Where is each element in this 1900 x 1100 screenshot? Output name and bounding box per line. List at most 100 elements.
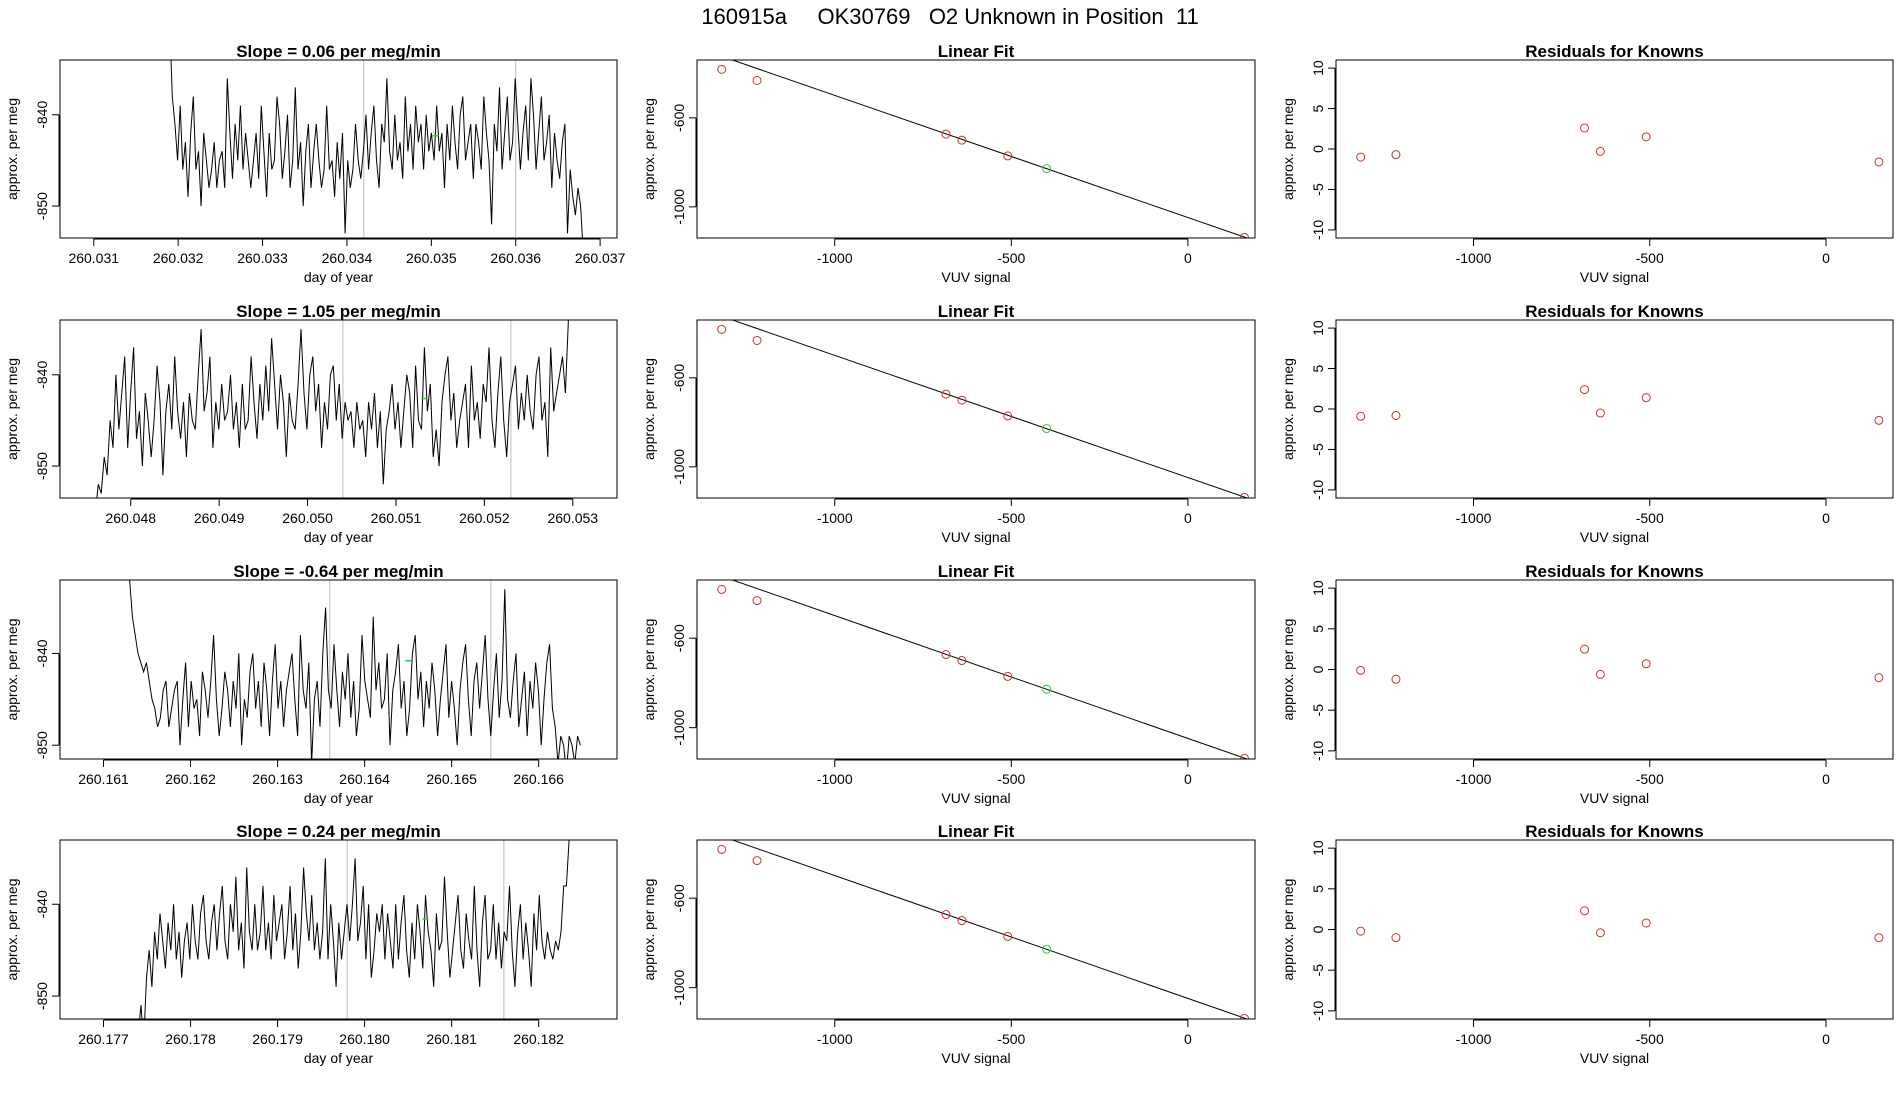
x-axis-label: VUV signal [1580,790,1649,806]
x-tick-label: 260.034 [322,250,373,266]
chart-title: Linear Fit [938,822,1015,841]
chart-title: Linear Fit [938,562,1015,581]
known-point [1595,146,1605,156]
known-point [1580,906,1590,916]
known-point [1239,492,1249,498]
chart-title: Slope = -0.64 per meg/min [233,562,443,581]
chart-3-1: Linear Fit -1000 -500 0 VUV signal -600 -1000 a… [641,822,1256,1066]
signal-series-line [170,60,583,238]
x-tick-label: -1000 [817,250,853,266]
y-tick-label: 5 [1310,885,1326,893]
plot-area [170,60,583,238]
plot-frame-top [59,579,618,760]
y-axis-label: approx. per meg [1280,98,1296,200]
x-tick-label: -500 [997,771,1025,787]
known-point [1003,671,1013,681]
y-tick-label: -1000 [671,710,687,746]
chart-3-0: Slope = 0.24 per meg/min 260.177 260.178 26… [4,822,618,1066]
y-axis-label: approx. per meg [641,879,657,981]
known-point [1595,408,1605,418]
y-tick-label: 10 [1310,320,1326,336]
y-tick-label: 10 [1310,60,1326,76]
plot-frame-top [1335,579,1894,760]
y-axis-label: approx. per meg [1280,619,1296,721]
y-axis-label: approx. per meg [4,879,20,981]
x-tick-label: -1000 [1456,250,1492,266]
plot-area [1356,906,1884,943]
known-point [717,844,727,854]
y-tick-label: -850 [34,452,50,480]
y-tick-label: 5 [1310,104,1326,112]
y-tick-label: -5 [1310,183,1326,196]
fit-line [730,320,1249,498]
y-tick-label: 0 [1310,405,1326,413]
x-tick-label: -1000 [817,771,853,787]
plot-area [717,60,1249,238]
known-point [957,656,967,666]
plot-frame [59,319,618,499]
plot-area [96,320,569,498]
x-tick-label: 260.162 [165,771,216,787]
known-point [1391,933,1401,943]
plot-area [717,320,1249,498]
y-tick-label: -5 [1310,704,1326,717]
signal-series-line [139,840,570,1019]
chart-title: Residuals for Knowns [1525,822,1704,841]
fit-line [730,580,1249,759]
known-point [1641,918,1651,928]
x-tick-label: -500 [997,510,1025,526]
y-tick-label: 5 [1310,364,1326,372]
known-point [1356,926,1366,936]
y-tick-label: -840 [34,639,50,667]
unknown-point [1042,424,1052,434]
known-point [1595,669,1605,679]
plot-frame-top [696,839,1256,1020]
x-axis-label: VUV signal [941,269,1010,285]
plot-frame-top [1335,839,1894,1020]
chart-0-1: Linear Fit -1000 -500 0 VUV signal -600 -1000 a… [641,42,1256,285]
known-point [1874,673,1884,683]
known-point [1003,931,1013,941]
known-point [1356,152,1366,162]
chart-2-0: Slope = -0.64 per meg/min 260.161 260.162 2… [4,562,618,806]
x-axis-label: VUV signal [941,529,1010,545]
known-point [957,395,967,405]
x-axis-label: VUV signal [1580,529,1649,545]
y-tick-label: 0 [1310,145,1326,153]
y-axis-label: approx. per meg [4,358,20,460]
x-tick-label: -500 [1636,1031,1664,1047]
y-tick-label: 0 [1310,665,1326,673]
x-tick-label: 0 [1822,1031,1830,1047]
known-point [1356,665,1366,675]
y-tick-label: -850 [34,192,50,220]
known-point [1580,644,1590,654]
plot-frame-top [59,319,618,499]
plot-area [1356,644,1884,684]
known-point [1595,928,1605,938]
x-tick-label: 260.052 [459,510,510,526]
known-point [1239,232,1249,238]
known-point [717,324,727,334]
chart-title: Linear Fit [938,42,1015,61]
known-point [1580,123,1590,133]
y-axis-label: approx. per meg [4,98,20,200]
fit-line [730,840,1249,1019]
known-point [1239,1013,1249,1019]
chart-title: Slope = 1.05 per meg/min [236,302,441,321]
x-tick-label: -1000 [1456,771,1492,787]
x-tick-label: -1000 [817,510,853,526]
x-tick-label: 260.035 [406,250,457,266]
y-tick-label: -600 [671,884,687,912]
x-tick-label: -500 [997,1031,1025,1047]
known-point [1874,157,1884,167]
plot-frame [59,579,618,760]
known-point [1874,933,1884,943]
y-axis-label: approx. per meg [641,358,657,460]
known-point [752,75,762,85]
known-point [752,856,762,866]
x-tick-label: 260.163 [252,771,303,787]
chart-title: Residuals for Knowns [1525,42,1704,61]
y-tick-label: -5 [1310,964,1326,977]
y-axis-label: approx. per meg [641,619,657,721]
